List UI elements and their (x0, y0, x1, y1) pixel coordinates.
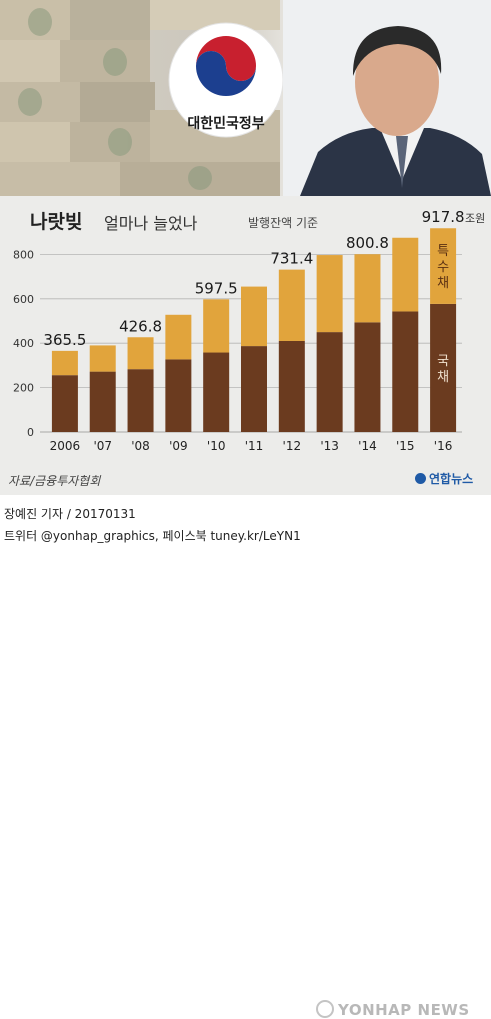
x-tick-label: 2006 (50, 439, 81, 453)
legend-label-special: 특 (437, 244, 449, 259)
source-note: 자료/금융투자협회 (8, 474, 101, 488)
x-tick-label: '13 (320, 439, 339, 453)
bar-national-debt (278, 340, 305, 432)
person-photo (283, 0, 491, 196)
watermark: YONHAP NEWS (316, 1000, 470, 1019)
y-tick-label: 600 (13, 293, 34, 306)
y-tick-label: 0 (27, 426, 34, 439)
x-tick-label: '11 (245, 439, 264, 453)
taegeuk-blue-icon (196, 51, 256, 96)
data-label: 800.8 (346, 234, 389, 252)
x-tick-label: '14 (358, 439, 377, 453)
bar-national-debt (354, 322, 381, 432)
chart-subtitle: 얼마나 늘었나 (104, 214, 198, 233)
hero-image: 대한민국정부 (0, 0, 491, 196)
emblem-label: 대한민국정부 (187, 115, 264, 132)
taegeuk-red-icon (196, 36, 256, 81)
bar-national-debt (51, 375, 78, 432)
y-tick-label: 400 (13, 337, 34, 350)
bar-special-bonds (127, 337, 154, 370)
chart-note: 발행잔액 기준 (248, 216, 319, 230)
bar-national-debt (127, 369, 154, 432)
watermark-text: YONHAP NEWS (338, 1001, 470, 1019)
bar-chart: 0 200 400 600 800 2006 '07 '08 '09 '10 '11 '12 '13 '… (13, 208, 485, 453)
yonhap-logo: 연합뉴스 (415, 470, 473, 487)
data-label: 917.8 (422, 208, 465, 226)
data-label: 365.5 (43, 331, 86, 349)
data-labels: 365.5 426.8 597.5 731.4 800.8 917.8 조원 (43, 208, 485, 349)
legend-label-national: 채 (437, 370, 449, 385)
bar-national-debt (165, 359, 192, 432)
x-tick-label: '08 (131, 439, 150, 453)
bar-national-debt (392, 311, 419, 432)
chart-title: 나랏빚 (30, 211, 83, 233)
x-tick-label: '16 (434, 439, 453, 453)
banknote-stacks-illustration (0, 0, 280, 196)
y-tick-label: 800 (13, 248, 34, 261)
bar-special-bonds (430, 228, 457, 304)
data-label-unit: 조원 (465, 212, 485, 225)
social-line: 트위터 @yonhap_graphics, 페이스북 tuney.kr/LeYN… (4, 529, 301, 543)
government-emblem: 대한민국정부 (168, 22, 284, 138)
bar-special-bonds (278, 269, 305, 341)
x-axis-ticks: 2006 '07 '08 '09 '10 '11 '12 '13 '14 '15 '16 (50, 439, 453, 453)
bar-special-bonds (354, 254, 381, 323)
logo-text: 연합뉴스 (429, 472, 474, 486)
bar-special-bonds (165, 314, 192, 360)
bar-national-debt (89, 371, 116, 432)
x-tick-label: '10 (207, 439, 226, 453)
bar-special-bonds (241, 286, 267, 347)
x-tick-label: '15 (396, 439, 415, 453)
data-label: 597.5 (195, 279, 238, 297)
bars (51, 228, 457, 432)
x-tick-label: '07 (93, 439, 112, 453)
bar-national-debt (203, 352, 230, 432)
x-tick-label: '09 (169, 439, 188, 453)
y-axis-ticks: 0 200 400 600 800 (13, 248, 34, 439)
legend-label-national: 국 (437, 354, 449, 369)
bar-national-debt (241, 346, 267, 432)
data-label: 426.8 (119, 317, 162, 335)
credit-line: 장예진 기자 / 20170131 (4, 507, 136, 521)
legend-label-special: 채 (437, 276, 449, 291)
bar-special-bonds (89, 345, 116, 372)
x-tick-label: '12 (283, 439, 302, 453)
bar-special-bonds (316, 255, 343, 333)
watermark-icon (316, 1000, 334, 1018)
y-tick-label: 200 (13, 382, 34, 395)
bar-national-debt (430, 303, 457, 432)
legend-label-special: 수 (437, 260, 449, 275)
logo-icon (415, 473, 426, 484)
bar-special-bonds (392, 237, 419, 312)
bar-national-debt (316, 332, 343, 432)
footer: 장예진 기자 / 20170131 트위터 @yonhap_graphics, … (0, 495, 491, 1019)
bar-special-bonds (51, 350, 78, 376)
bar-special-bonds (203, 299, 230, 353)
data-label: 731.4 (270, 250, 313, 268)
hero-illustration: 대한민국정부 (0, 0, 491, 196)
